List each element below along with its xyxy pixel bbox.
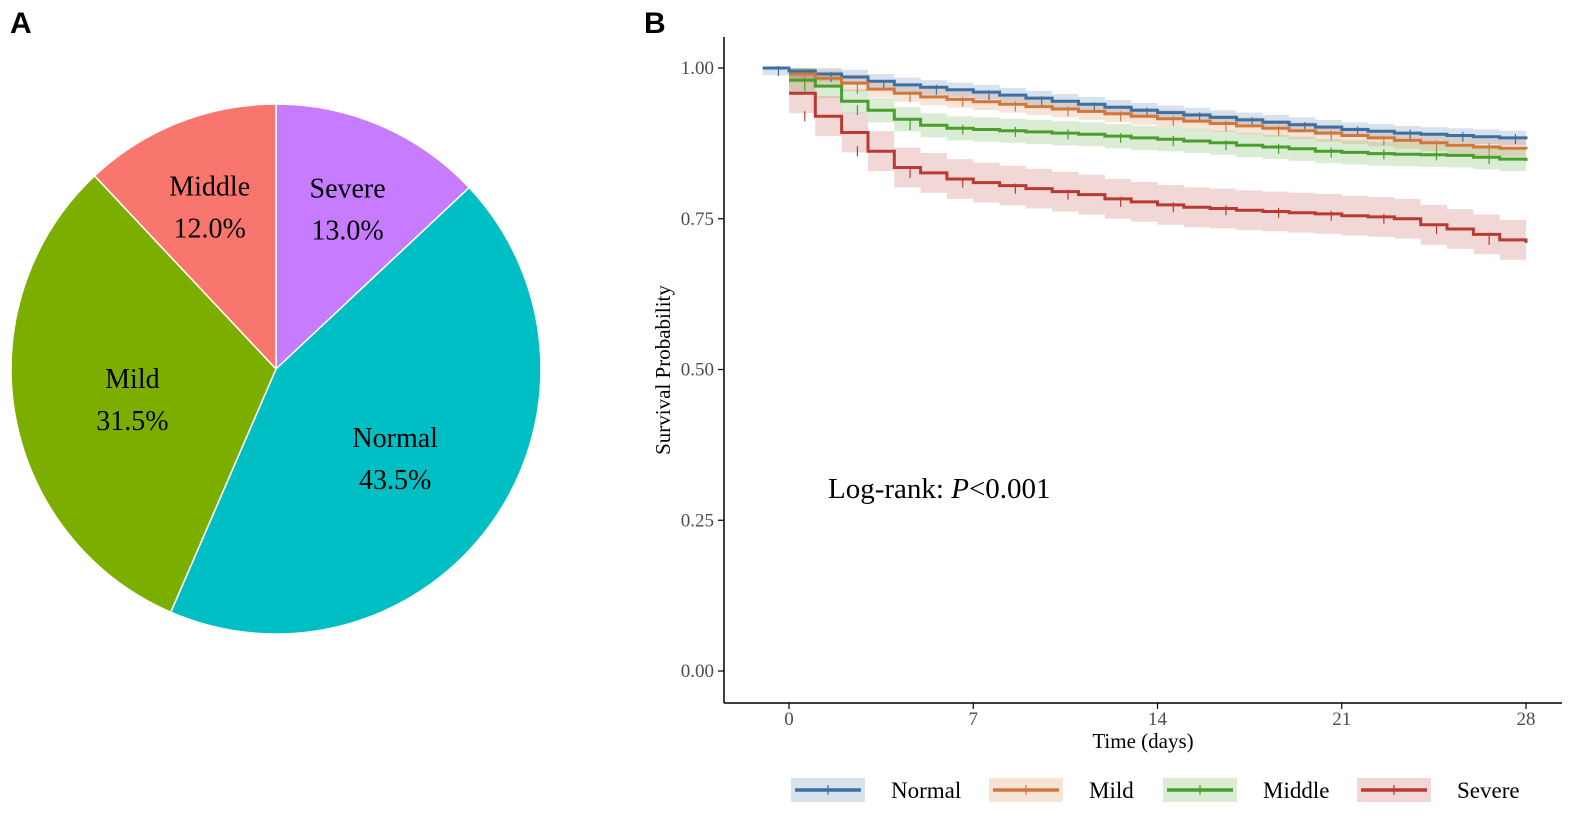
pie-pct-severe: 13.0% — [311, 216, 383, 247]
y-axis-ticks: 0.00 0.25 0.50 0.75 1.00 — [681, 58, 724, 682]
x-axis-title: Time (days) — [1092, 729, 1193, 753]
pie-pct-middle: 12.0% — [174, 214, 246, 245]
survival-chart: 0.00 0.25 0.50 0.75 1.00 0 7 14 21 28 Time (days… — [651, 37, 1562, 803]
pie-label-severe: Severe — [310, 174, 386, 205]
x-tick-label: 28 — [1517, 709, 1536, 730]
y-tick-label: 0.25 — [681, 510, 714, 531]
x-tick-label: 14 — [1148, 709, 1168, 730]
log-rank-value: <0.001 — [969, 473, 1051, 505]
panel-b-label: B — [644, 7, 666, 40]
pie-slice-normal — [169, 186, 542, 635]
pie-label-mild: Mild — [105, 364, 159, 395]
y-tick-label: 0.75 — [681, 209, 714, 230]
log-rank-p: P — [950, 473, 969, 505]
legend-label-middle: Middle — [1263, 778, 1329, 803]
survival-curves — [762, 66, 1528, 245]
pie-pct-normal: 43.5% — [359, 465, 431, 496]
survival-curve-normal — [762, 66, 1528, 140]
x-tick-label: 0 — [784, 709, 794, 730]
confidence-band-middle — [789, 68, 1526, 173]
pie-slice-middle — [93, 103, 277, 371]
pie-pct-mild: 31.5% — [96, 406, 168, 437]
pie-label-middle: Middle — [169, 172, 250, 203]
survival-curve-mild — [789, 72, 1528, 150]
legend-label-normal: Normal — [891, 778, 961, 803]
x-axis-ticks: 0 7 14 21 28 — [784, 703, 1536, 730]
log-rank-prefix: Log-rank: — [828, 473, 951, 505]
y-tick-label: 0.00 — [681, 661, 714, 682]
y-tick-label: 1.00 — [681, 58, 714, 79]
pie-chart: Severe 13.0% Normal 43.5% Mild 31.5% Middle 12.… — [10, 103, 542, 635]
y-axis-title: Survival Probability — [651, 285, 675, 455]
x-tick-label: 21 — [1332, 709, 1351, 730]
pie-slice-mild — [10, 174, 277, 614]
survival-curve-severe — [789, 91, 1528, 243]
pie-slice-severe — [275, 103, 471, 371]
log-rank-annotation: Log-rank: P<0.001 — [828, 473, 1051, 505]
y-tick-label: 0.50 — [681, 360, 714, 381]
legend-label-mild: Mild — [1089, 778, 1134, 803]
survival-curve-middle — [789, 78, 1528, 161]
confidence-bands — [762, 68, 1526, 263]
panel-a-label: A — [10, 7, 32, 40]
pie-label-normal: Normal — [352, 423, 438, 454]
x-tick-label: 7 — [969, 709, 979, 730]
legend-label-severe: Severe — [1457, 778, 1520, 803]
legend: Normal Mild Middle Severe — [791, 778, 1520, 803]
